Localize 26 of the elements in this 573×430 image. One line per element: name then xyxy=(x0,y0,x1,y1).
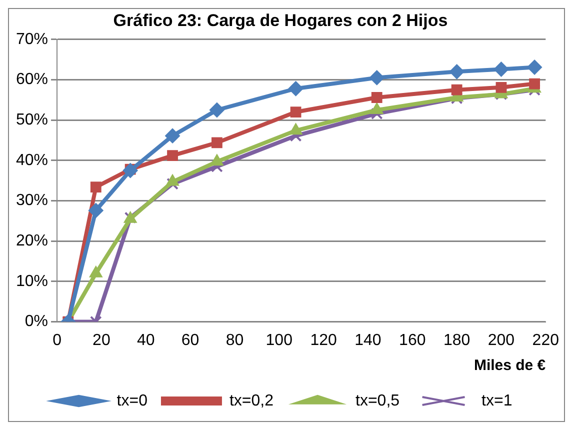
legend-label: tx=0,5 xyxy=(356,392,400,410)
y-tick-label: 30% xyxy=(16,192,48,210)
x-tick-label: 40 xyxy=(136,332,155,349)
y-tick-label: 70% xyxy=(16,30,48,48)
y-tick-label: 50% xyxy=(16,111,48,128)
chart-title: Gráfico 23: Carga de Hogares con 2 Hijos xyxy=(113,10,448,30)
y-tick-label: 0% xyxy=(24,313,48,330)
x-tick-label: 80 xyxy=(226,332,244,349)
x-tick-label: 140 xyxy=(354,332,382,349)
x-tick-label: 160 xyxy=(399,332,426,349)
x-tick-label: 60 xyxy=(181,332,200,349)
x-tick-label: 20 xyxy=(92,332,110,349)
x-tick-label: 180 xyxy=(443,332,470,349)
y-tick-label: 60% xyxy=(16,71,48,88)
x-tick-label: 100 xyxy=(266,332,293,349)
y-tick-label: 20% xyxy=(16,232,48,250)
x-tick-label: 200 xyxy=(488,332,515,349)
legend-label: tx=1 xyxy=(482,392,512,410)
legend-label: tx=0 xyxy=(116,392,148,410)
legend-label: tx=0,2 xyxy=(229,392,274,410)
x-tick-label: 220 xyxy=(532,332,560,349)
y-tick-label: 10% xyxy=(16,272,48,290)
y-tick-label: 40% xyxy=(16,152,48,169)
x-tick-label: 120 xyxy=(310,332,337,349)
x-axis-title: Miles de € xyxy=(474,357,546,374)
x-tick-label: 0 xyxy=(52,332,62,349)
